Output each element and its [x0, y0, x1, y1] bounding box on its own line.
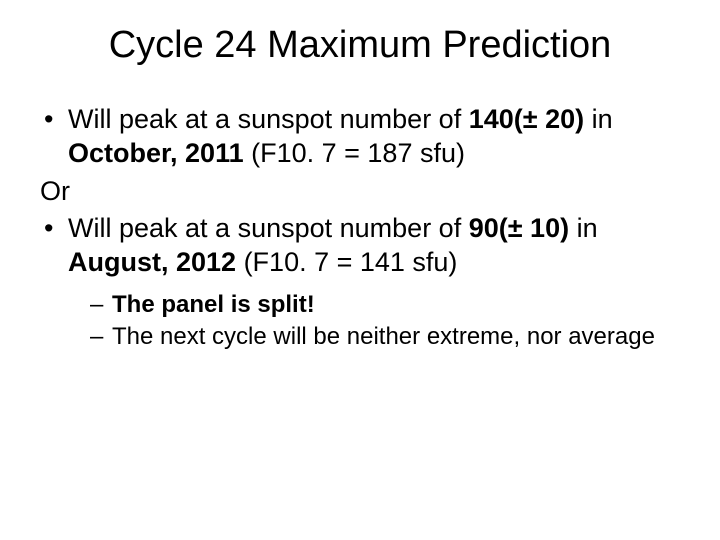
- or-line: Or: [40, 175, 680, 209]
- sub-bullet-1: The panel is split!: [90, 290, 680, 321]
- bullet1-bold1: 140(± 20): [469, 104, 584, 134]
- sub2-text: The next cycle will be neither extreme, …: [112, 323, 655, 350]
- slide-title: Cycle 24 Maximum Prediction: [40, 24, 680, 67]
- bullet-item-1: Will peak at a sunspot number of 140(± 2…: [40, 103, 680, 171]
- slide-content: Will peak at a sunspot number of 140(± 2…: [40, 103, 680, 353]
- bullet-list-level-2: The panel is split! The next cycle will …: [40, 290, 680, 353]
- sub1-text: The panel is split!: [112, 291, 315, 318]
- bullet2-mid: in: [569, 213, 598, 243]
- bullet2-pre: Will peak at a sunspot number of: [68, 213, 469, 243]
- bullet2-bold2: August, 2012: [68, 247, 236, 277]
- bullet2-bold1: 90(± 10): [469, 213, 569, 243]
- bullet1-bold2: October, 2011: [68, 138, 244, 168]
- bullet1-post: (F10. 7 = 187 sfu): [244, 138, 465, 168]
- sub-bullet-2: The next cycle will be neither extreme, …: [90, 322, 680, 353]
- slide: Cycle 24 Maximum Prediction Will peak at…: [0, 0, 720, 540]
- bullet-item-2: Will peak at a sunspot number of 90(± 10…: [40, 212, 680, 280]
- bullet1-mid: in: [584, 104, 613, 134]
- bullet1-pre: Will peak at a sunspot number of: [68, 104, 469, 134]
- bullet-list-level-1: Will peak at a sunspot number of 140(± 2…: [40, 103, 680, 280]
- bullet2-post: (F10. 7 = 141 sfu): [236, 247, 457, 277]
